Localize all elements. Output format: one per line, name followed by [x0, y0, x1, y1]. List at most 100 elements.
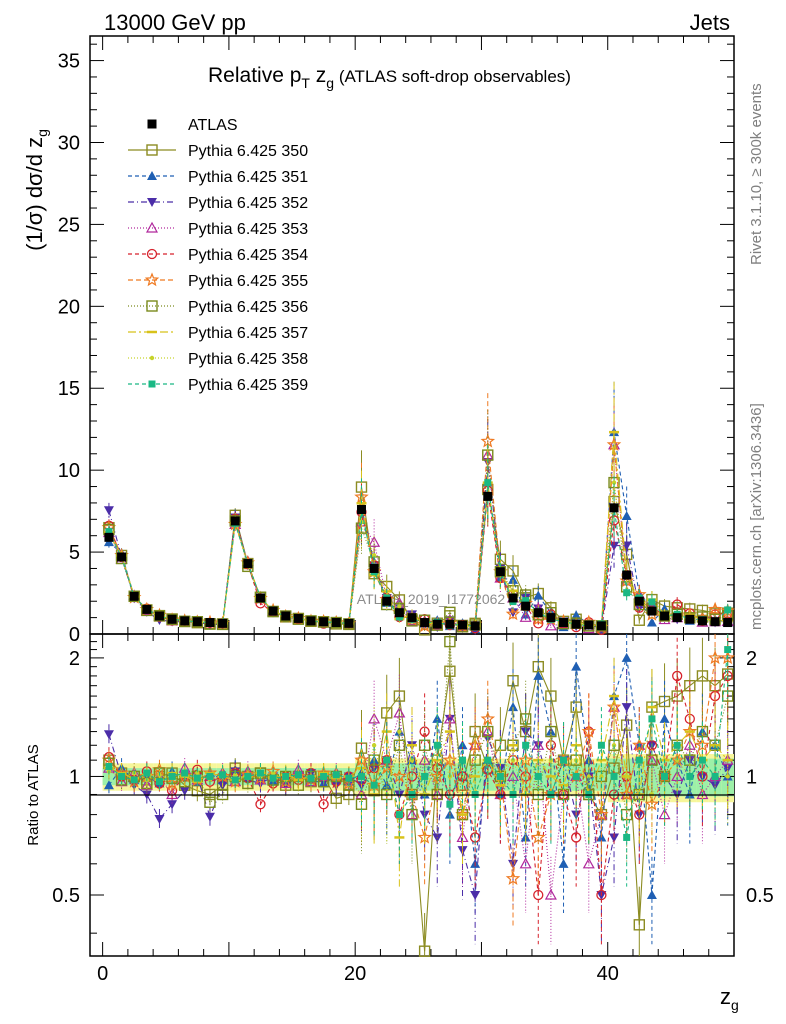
- y-tick-label: 10: [58, 460, 80, 482]
- ratio-point: [219, 771, 227, 779]
- ratio-point: [143, 769, 151, 777]
- main-plot-frame: [89, 35, 735, 635]
- ratio-point: [707, 650, 723, 665]
- ratio-point: [571, 832, 582, 843]
- ratio-point: [621, 703, 632, 713]
- ratio-point: [534, 772, 542, 780]
- series-line: [108, 455, 728, 628]
- ratio-y-tick-label-right: 2: [746, 648, 757, 670]
- legend-label: Pythia 6.425 356: [188, 299, 308, 316]
- ratio-point: [470, 890, 481, 900]
- reference-point: [533, 608, 543, 618]
- ratio-point: [204, 796, 216, 808]
- ratio-point: [168, 772, 176, 780]
- ratio-point: [294, 771, 302, 779]
- ratio-point: [596, 889, 607, 901]
- ratio-point: [418, 945, 431, 957]
- ratio-point: [597, 741, 605, 749]
- ratio-point: [698, 756, 706, 764]
- data-point: [621, 511, 632, 521]
- ratio-point: [686, 772, 694, 780]
- reference-point: [129, 591, 139, 601]
- ratio-point: [646, 889, 657, 899]
- reference-point: [508, 593, 518, 603]
- ratio-point: [624, 774, 629, 779]
- ratio-point: [545, 725, 557, 738]
- legend-label: ATLAS: [188, 117, 238, 134]
- data-point: [633, 614, 645, 626]
- ratio-point: [269, 774, 277, 782]
- tick-labels: 0 20 40 0 5 10 15 20 25 30 35 0.5 0.5 1 1 2 2: [52, 51, 774, 985]
- series-ratio-line: [108, 707, 729, 896]
- reference-point: [331, 618, 341, 628]
- reference-point: [344, 618, 354, 628]
- ratio-point: [233, 772, 238, 777]
- ratio-point: [659, 713, 670, 723]
- ratio-point: [393, 739, 406, 751]
- ratio-point: [632, 737, 647, 752]
- data-point: [544, 619, 557, 631]
- legend-marker: [146, 300, 158, 312]
- reference-point: [672, 613, 682, 623]
- legend-label: Pythia 6.425 353: [188, 221, 308, 238]
- ratio-point: [181, 769, 189, 777]
- ratio-point: [522, 741, 530, 749]
- ratio-point: [531, 829, 546, 844]
- reference-point: [495, 567, 505, 577]
- x-tick-label: 0: [97, 963, 108, 985]
- series-ratio-line: [108, 729, 728, 797]
- reference-point: [281, 611, 291, 621]
- data-point: [522, 597, 530, 605]
- ratio-point: [586, 774, 591, 779]
- analysis-watermark: ATLAS_2019_I1772062: [357, 591, 506, 607]
- data-point: [371, 553, 377, 558]
- ratio-point: [154, 814, 165, 824]
- data-point: [623, 589, 631, 597]
- y-tick-label: 35: [58, 51, 80, 73]
- ratio-point: [270, 770, 276, 776]
- reference-point: [458, 620, 468, 630]
- ratio-point: [195, 770, 200, 776]
- ratio-point: [444, 635, 456, 648]
- ratio-point: [318, 799, 329, 810]
- reference-point: [596, 621, 606, 631]
- ratio-point: [379, 760, 395, 775]
- header-energy: 13000 GeV pp: [104, 10, 246, 35]
- series-group: [105, 444, 732, 887]
- y-tick-label: 0: [69, 624, 80, 646]
- ratio-point: [467, 737, 483, 752]
- ratio-point: [371, 743, 377, 748]
- ratio-point: [256, 769, 264, 777]
- ratio-point: [519, 857, 532, 869]
- ratio-point: [621, 652, 632, 662]
- reference-point: [382, 596, 392, 606]
- data-point: [444, 606, 456, 619]
- ratio-point: [599, 774, 604, 779]
- ratio-point: [381, 707, 393, 719]
- x-tick-label: 20: [344, 963, 366, 985]
- ratio-point: [610, 772, 618, 780]
- reference-point: [432, 619, 442, 629]
- ratio-point: [118, 772, 126, 780]
- legend-label: Pythia 6.425 355: [188, 273, 308, 290]
- reference-point: [218, 618, 228, 628]
- ratio-point: [533, 670, 544, 680]
- reference-point: [319, 617, 329, 627]
- ratio-y-tick-label: 1: [69, 766, 80, 788]
- reference-point: [584, 620, 594, 630]
- y-tick-label: 5: [69, 542, 80, 564]
- reference-point: [180, 616, 190, 626]
- data-point: [611, 480, 617, 485]
- ratio-point: [155, 778, 163, 786]
- ratio-point: [193, 774, 201, 782]
- reference-point: [192, 617, 202, 627]
- reference-point: [154, 611, 164, 621]
- ratio-point: [635, 756, 643, 764]
- data-point: [724, 606, 732, 614]
- mcplots-label: mcplots.cern.ch [arXiv:1306.3436]: [748, 403, 765, 630]
- ratio-point: [496, 772, 504, 780]
- reference-point: [394, 608, 404, 618]
- legend-label: Pythia 6.425 354: [188, 247, 308, 264]
- ratio-point: [673, 741, 681, 749]
